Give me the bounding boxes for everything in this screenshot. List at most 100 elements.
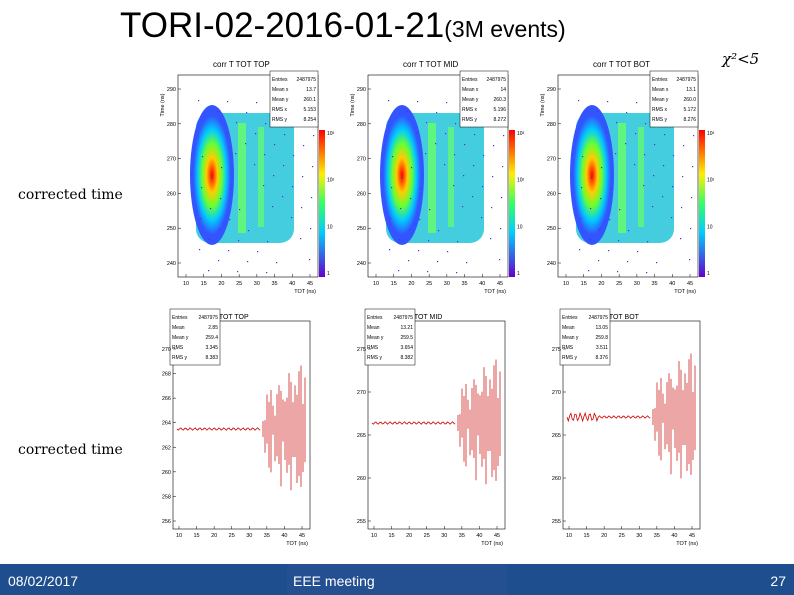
stats-value: 260.1 — [303, 97, 316, 103]
stats-value: 259.4 — [205, 335, 218, 341]
scatter-point — [419, 219, 421, 221]
scatter-point — [490, 238, 492, 240]
profile-top-svg: corr T TOT TOP Entries 2487975 Mean 2.85 Mean… — [162, 308, 311, 547]
scatter-point — [312, 166, 314, 168]
scatter-point — [198, 100, 200, 102]
stats-key: Mean x — [462, 87, 479, 93]
scatter-point — [303, 145, 305, 147]
scatter-point — [581, 187, 583, 189]
scatter-point — [628, 230, 630, 232]
scatter-point — [435, 143, 437, 145]
x-axis-label: TOT (ns) — [484, 289, 506, 295]
scatter-point — [313, 135, 315, 137]
stats-value: 5.172 — [683, 107, 696, 113]
row-label-bottom: corrected time — [18, 442, 123, 458]
profile-line — [371, 421, 456, 425]
profile-line — [566, 411, 651, 423]
x-tick-label: 25 — [619, 533, 625, 539]
scatter-point — [483, 155, 485, 157]
profile-mid-svg: corr T TOT MID Entries 2487975 Mean 13.21 Mea… — [357, 308, 506, 547]
stats-key: Entries — [367, 315, 383, 321]
scatter-point — [420, 188, 422, 190]
profile-bot: corr T TOT BOT Entries 2487975 Mean 13.05 Mea… — [535, 305, 710, 550]
slide-title-main: TORI-02-2016-01-21 — [120, 6, 445, 45]
stats-key: Mean y — [172, 335, 189, 341]
scatter-point — [682, 176, 684, 178]
slide-title: TORI-02-2016-01-21(3M events) — [120, 6, 566, 46]
scatter-point — [263, 185, 265, 187]
scatter-point — [238, 240, 240, 242]
scatter-point — [427, 271, 429, 273]
scatter-point — [210, 208, 212, 210]
scatter-point — [662, 196, 664, 198]
x-tick-label: 30 — [254, 281, 260, 287]
scatter-point — [417, 101, 419, 103]
x-tick-label: 20 — [211, 533, 217, 539]
stats-key: Mean — [367, 325, 380, 331]
scatter-point — [491, 207, 493, 209]
scatter-point — [588, 270, 590, 272]
scatter-point — [500, 228, 502, 230]
y-tick-label: 275 — [552, 347, 561, 353]
density-core — [380, 105, 424, 245]
scatter-point — [208, 270, 210, 272]
footer-meeting: EEE meeting — [293, 573, 375, 589]
scatter-point — [474, 134, 476, 136]
plot-title: corr T TOT BOT — [589, 314, 640, 321]
scatter-point — [425, 153, 427, 155]
y-tick-label: 240 — [357, 261, 366, 267]
scatter-point — [389, 249, 391, 251]
x-tick-label: 45 — [497, 281, 503, 287]
stats-key: Mean y — [367, 335, 384, 341]
scatter-point — [654, 144, 656, 146]
z-tick-label: 10² — [517, 178, 525, 184]
y-axis-label: Time (ns) — [350, 93, 356, 116]
scatter-point — [390, 218, 392, 220]
scatter-point — [293, 155, 295, 157]
stats-key: Mean y — [562, 335, 579, 341]
y-tick-label: 250 — [357, 226, 366, 232]
scatter-point — [411, 167, 413, 169]
x-tick-label: 35 — [652, 281, 658, 287]
y-tick-label: 264 — [162, 421, 171, 427]
y-tick-label: 270 — [162, 347, 171, 353]
y-axis-label: Time (ns) — [160, 93, 166, 116]
y-tick-label: 270 — [357, 390, 366, 396]
y-tick-label: 256 — [162, 519, 171, 525]
scatter-point — [301, 207, 303, 209]
z-tick-label: 1 — [517, 271, 520, 277]
z-tick-label: 10³ — [517, 131, 525, 137]
scatter-point — [227, 101, 229, 103]
stats-value: 2487975 — [394, 315, 414, 321]
x-tick-label: 10 — [183, 281, 189, 287]
y-tick-label: 260 — [547, 191, 556, 197]
x-tick-label: 40 — [479, 281, 485, 287]
scatter-point — [618, 240, 620, 242]
stats-box — [269, 70, 319, 128]
scatter-point — [218, 260, 220, 262]
stats-value: 8.272 — [493, 117, 506, 123]
scatter-point — [255, 133, 257, 135]
scatter-point — [399, 239, 401, 241]
scatter-point — [579, 249, 581, 251]
scatter-point — [466, 262, 468, 264]
y-tick-label: 240 — [547, 261, 556, 267]
scatter-point — [643, 185, 645, 187]
x-tick-label: 40 — [671, 533, 677, 539]
z-tick-label: 10 — [517, 224, 523, 230]
scatter-point — [239, 209, 241, 211]
z-tick-label: 10 — [707, 224, 713, 230]
scatter-point — [615, 153, 617, 155]
scatter-point — [464, 144, 466, 146]
scatter-point — [598, 260, 600, 262]
scatter-point — [226, 132, 228, 134]
stats-key: RMS x — [272, 107, 288, 113]
y-tick-label: 258 — [162, 494, 171, 500]
z-tick-label: 10³ — [707, 131, 715, 137]
y-tick-label: 255 — [357, 519, 366, 525]
scatter-point — [646, 272, 648, 274]
x-tick-label: 30 — [246, 533, 252, 539]
scatter-point — [444, 164, 446, 166]
stats-value: 8.383 — [205, 355, 218, 361]
stats-key: RMS y — [462, 117, 478, 123]
